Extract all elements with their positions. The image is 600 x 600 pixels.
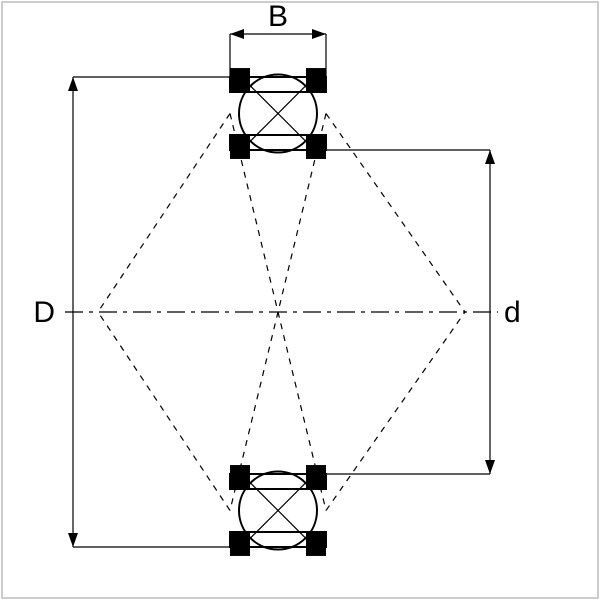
seal [306,135,326,159]
label-B: B [268,0,288,33]
seal [230,135,250,159]
diagram-container: Dd B [0,0,600,600]
seal [230,532,250,556]
label-D: D [33,296,55,329]
seal [230,68,250,92]
seal [306,532,326,556]
bearing-diagram-svg: Dd B [0,0,600,600]
label-d: d [504,296,521,329]
seal [306,68,326,92]
